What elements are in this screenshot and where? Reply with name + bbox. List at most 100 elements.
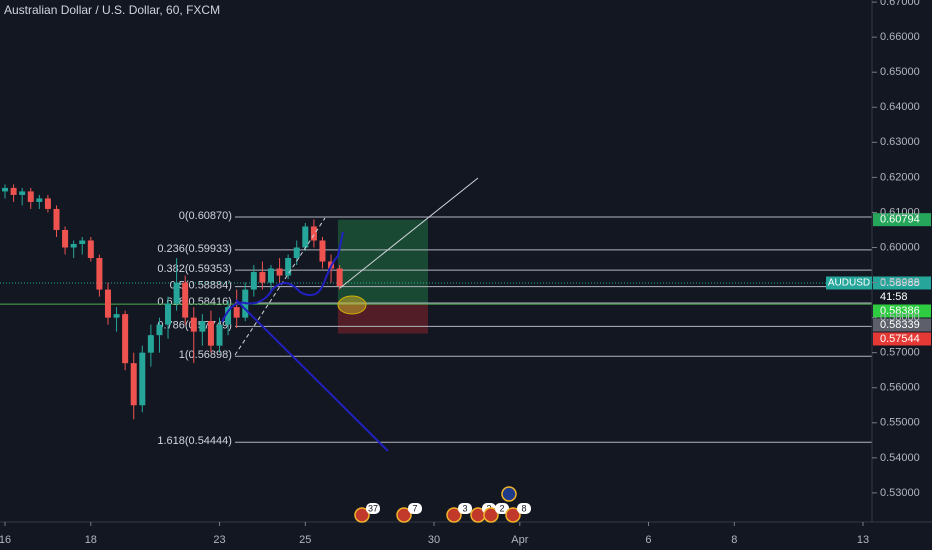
price-badge <box>873 332 931 346</box>
price-badge <box>873 290 931 304</box>
price-badge-label: 0.58386 <box>880 305 920 317</box>
candle-body <box>139 352 146 406</box>
price-badge-label: 0.60794 <box>880 214 920 226</box>
x-tick-label: Apr <box>511 534 528 546</box>
event-flag <box>501 486 517 502</box>
candle-body <box>156 324 163 336</box>
y-tick-label: 0.67000 <box>880 0 920 8</box>
x-tick-label: 25 <box>299 534 311 546</box>
candle-body <box>70 243 77 248</box>
event-count-bg <box>366 503 380 514</box>
event-count: 8 <box>521 503 526 513</box>
price-badge <box>873 213 931 227</box>
y-tick-label: 0.64000 <box>880 101 920 113</box>
event-flag <box>354 507 370 523</box>
candle-body <box>319 240 326 262</box>
candle-body <box>216 324 223 346</box>
y-tick-label: 0.60000 <box>880 241 920 253</box>
event-count-bg <box>408 503 422 514</box>
y-tick-label: 0.61000 <box>880 206 920 218</box>
candle-body <box>276 268 283 276</box>
trend-line <box>234 217 326 356</box>
profit-zone <box>337 219 428 305</box>
blue-curve <box>221 231 344 323</box>
symbol-badge <box>826 276 872 290</box>
x-tick-label: 8 <box>731 534 737 546</box>
candle-body <box>96 258 103 290</box>
event-count: 3 <box>462 503 467 513</box>
symbol-label: AUDUSD <box>828 278 870 289</box>
candle-body <box>336 268 343 287</box>
price-badge <box>873 318 931 332</box>
y-tick-label: 0.57000 <box>880 347 920 359</box>
candle-body <box>10 187 17 195</box>
highlight-ellipse <box>337 295 367 315</box>
fib-label: 0.236(0.59933) <box>157 243 232 255</box>
candle-body <box>36 198 43 202</box>
x-tick-label: 23 <box>213 534 225 546</box>
candle-body <box>310 226 317 241</box>
candle-body <box>19 191 26 195</box>
candle-body <box>130 363 137 406</box>
x-tick-label: 30 <box>428 534 440 546</box>
candle-body <box>79 240 86 244</box>
fib-label: 0(0.60870) <box>179 210 232 222</box>
plot-area: 0(0.60870)0.236(0.59933)0.382(0.59353)0.… <box>0 184 872 447</box>
y-tick-label: 0.53000 <box>880 487 920 499</box>
candle-body <box>27 191 34 202</box>
price-badge-label: 0.58339 <box>880 319 920 331</box>
y-tick-label: 0.58000 <box>880 312 920 324</box>
candle-body <box>44 198 51 209</box>
candle-body <box>259 272 266 283</box>
candle-body <box>285 258 292 276</box>
candle-body <box>87 240 94 259</box>
price-badge <box>873 276 931 290</box>
chart-title: Australian Dollar / U.S. Dollar, 60, FXC… <box>4 3 220 17</box>
blue-line <box>235 299 389 452</box>
candle-body <box>122 314 129 364</box>
event-flag <box>446 507 462 523</box>
event-count-bg <box>517 503 531 514</box>
price-badge-label: 0.58988 <box>880 277 920 289</box>
y-tick-label: 0.66000 <box>880 31 920 43</box>
event-count: 2 <box>499 503 504 513</box>
x-tick-label: 18 <box>85 534 97 546</box>
price-badge-label: 41:58 <box>880 291 908 303</box>
candle-body <box>182 282 189 318</box>
y-tick-label: 0.54000 <box>880 452 920 464</box>
fib-label: 1.618(0.54444) <box>157 435 232 447</box>
y-tick-label: 0.63000 <box>880 136 920 148</box>
event-count-bg <box>458 503 472 514</box>
candle-body <box>147 335 154 353</box>
fib-label: 1(0.56898) <box>179 349 232 361</box>
candle-body <box>250 272 257 290</box>
candle-body <box>267 268 274 283</box>
candle-body <box>207 321 214 346</box>
candle-body <box>233 307 240 318</box>
event-count: 37 <box>368 503 378 513</box>
fib-label: 0.382(0.59353) <box>157 263 232 275</box>
overlay: 0.607940.58988AUDUSD41:580.583860.583390… <box>354 213 931 523</box>
y-tick-label: 0.55000 <box>880 417 920 429</box>
event-flag <box>483 507 499 523</box>
y-tick-label: 0.62000 <box>880 171 920 183</box>
projection-line <box>339 177 479 289</box>
candle-body <box>113 314 120 318</box>
candle-body <box>53 208 60 230</box>
x-tick-label: 16 <box>0 534 11 546</box>
candle-body <box>302 226 309 248</box>
x-tick-label: 6 <box>645 534 651 546</box>
candle-body <box>293 247 300 259</box>
y-tick-label: 0.65000 <box>880 66 920 78</box>
y-tick-label: 0.59000 <box>880 276 920 288</box>
event-flag <box>505 507 521 523</box>
price-badge <box>873 304 931 318</box>
candle-body <box>199 321 206 332</box>
candle-body <box>165 303 172 325</box>
candle-body <box>62 229 69 248</box>
candle-body <box>104 289 111 318</box>
candle-body <box>225 307 232 325</box>
price-badge-label: 0.57544 <box>880 333 920 345</box>
